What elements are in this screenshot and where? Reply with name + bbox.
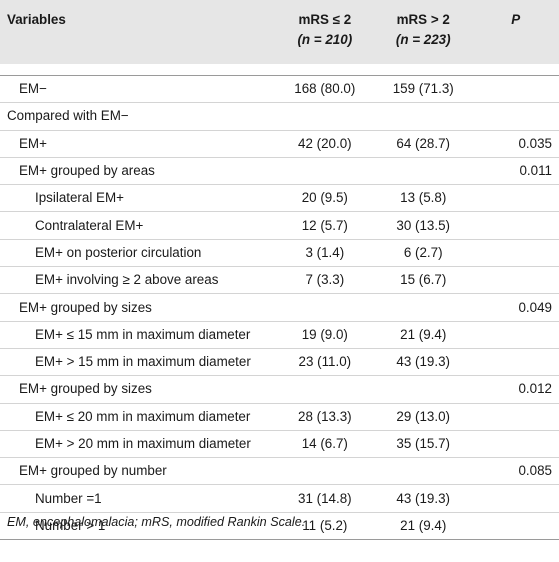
row-p-value: 0.035: [472, 130, 559, 158]
row-p-value: 0.012: [472, 375, 559, 404]
table-row: Number =1 31 (14.8) 43 (19.3): [0, 484, 559, 513]
row-p-value: [472, 211, 559, 240]
table-row: EM+ 42 (20.0) 64 (28.7) 0.035: [0, 130, 559, 158]
row-value-group-a: 168 (80.0): [275, 75, 375, 104]
row-value-group-a: 11 (5.2): [275, 512, 375, 541]
row-p-value: [472, 321, 559, 349]
row-p-value: [472, 75, 559, 104]
row-value-group-b: 13 (5.8): [374, 184, 473, 213]
row-p-value: 0.085: [472, 457, 559, 486]
row-value-group-b: 43 (19.3): [374, 484, 473, 513]
row-label: EM+ grouped by sizes: [0, 293, 276, 322]
header-group-b-label: mRS > 2: [396, 12, 450, 27]
row-label: EM+ ≤ 15 mm in maximum diameter: [0, 321, 276, 349]
table-row: Compared with EM−: [0, 102, 559, 131]
table-row: EM+ involving ≥ 2 above areas 7 (3.3) 15 (…: [0, 266, 559, 295]
row-p-value: [472, 102, 559, 131]
table-footnote: EM, encephalomalacia; mRS, modified Rank…: [7, 515, 306, 529]
row-value-group-a: 20 (9.5): [275, 184, 375, 213]
table-row: EM+ > 15 mm in maximum diameter 23 (11.0)…: [0, 348, 559, 377]
row-value-group-a: [275, 375, 375, 404]
row-value-group-b: 6 (2.7): [374, 239, 473, 268]
header-group-a: mRS ≤ 2 (n = 210): [275, 0, 375, 76]
table-row: Number > 1 11 (5.2) 21 (9.4): [0, 512, 559, 541]
row-label: Number > 1: [0, 512, 276, 541]
row-label: EM+: [0, 130, 276, 158]
header-group-b: mRS > 2 (n = 223): [374, 0, 473, 76]
row-label: EM+ on posterior circulation: [0, 239, 276, 268]
row-p-value: [472, 512, 559, 541]
row-p-value: 0.049: [472, 293, 559, 322]
row-value-group-a: 12 (5.7): [275, 211, 375, 240]
header-p-value: P: [472, 0, 559, 76]
row-value-group-b: 43 (19.3): [374, 348, 473, 377]
row-value-group-b: 64 (28.7): [374, 130, 473, 158]
row-label: Ipsilateral EM+: [0, 184, 276, 213]
row-value-group-a: [275, 293, 375, 322]
table-row: EM+ grouped by areas 0.011: [0, 157, 559, 186]
table-header-row: Variables mRS ≤ 2 (n = 210) mRS > 2 (n =…: [0, 0, 559, 76]
row-p-value: [472, 184, 559, 213]
table-row: EM+ > 20 mm in maximum diameter 14 (6.7) 3…: [0, 430, 559, 459]
row-p-value: [472, 484, 559, 513]
table-row: EM+ grouped by number 0.085: [0, 457, 559, 486]
table-row: EM+ ≤ 20 mm in maximum diameter 28 (13.3)…: [0, 403, 559, 431]
row-label: EM+ > 15 mm in maximum diameter: [0, 348, 276, 377]
row-value-group-b: 30 (13.5): [374, 211, 473, 240]
row-value-group-a: [275, 457, 375, 486]
results-table: Variables mRS ≤ 2 (n = 210) mRS > 2 (n =…: [0, 0, 559, 541]
row-label: EM+ ≤ 20 mm in maximum diameter: [0, 403, 276, 431]
row-value-group-a: 23 (11.0): [275, 348, 375, 377]
row-value-group-b: [374, 375, 473, 404]
row-value-group-a: 14 (6.7): [275, 430, 375, 459]
row-value-group-b: 21 (9.4): [374, 512, 473, 541]
row-label: EM+ > 20 mm in maximum diameter: [0, 430, 276, 459]
row-label: EM+ grouped by sizes: [0, 375, 276, 404]
row-p-value: [472, 239, 559, 268]
row-value-group-b: 159 (71.3): [374, 75, 473, 104]
header-variables: Variables: [0, 0, 276, 76]
row-value-group-a: 28 (13.3): [275, 403, 375, 431]
row-p-value: [472, 430, 559, 459]
row-label: Number =1: [0, 484, 276, 513]
table-row: EM+ grouped by sizes 0.049: [0, 293, 559, 322]
row-value-group-b: 35 (15.7): [374, 430, 473, 459]
row-value-group-a: [275, 102, 375, 131]
row-p-value: [472, 403, 559, 431]
row-value-group-b: 15 (6.7): [374, 266, 473, 295]
row-p-value: [472, 348, 559, 377]
row-value-group-a: 42 (20.0): [275, 130, 375, 158]
row-p-value: [472, 266, 559, 295]
row-value-group-b: [374, 157, 473, 186]
row-value-group-a: [275, 157, 375, 186]
table-row: Ipsilateral EM+ 20 (9.5) 13 (5.8): [0, 184, 559, 213]
table-row: EM+ ≤ 15 mm in maximum diameter 19 (9.0) 2…: [0, 321, 559, 349]
row-value-group-b: [374, 102, 473, 131]
row-value-group-a: 7 (3.3): [275, 266, 375, 295]
table-row: Contralateral EM+ 12 (5.7) 30 (13.5): [0, 211, 559, 240]
header-group-a-label: mRS ≤ 2: [298, 12, 352, 27]
row-label: EM+ grouped by areas: [0, 157, 276, 186]
table-row: EM− 168 (80.0) 159 (71.3): [0, 75, 559, 104]
row-value-group-b: 21 (9.4): [374, 321, 473, 349]
table-row: EM+ grouped by sizes 0.012: [0, 375, 559, 404]
header-group-a-n: (n = 210): [297, 32, 353, 47]
row-label: Compared with EM−: [0, 102, 276, 131]
row-label: EM+ grouped by number: [0, 457, 276, 486]
row-label: Contralateral EM+: [0, 211, 276, 240]
row-value-group-b: 29 (13.0): [374, 403, 473, 431]
row-label: EM+ involving ≥ 2 above areas: [0, 266, 276, 295]
row-label: EM−: [0, 75, 276, 104]
table-body: EM− 168 (80.0) 159 (71.3) Compared with EM−…: [0, 75, 559, 541]
row-value-group-a: 31 (14.8): [275, 484, 375, 513]
header-group-b-n: (n = 223): [395, 32, 451, 47]
table-row: EM+ on posterior circulation 3 (1.4) 6 (2.…: [0, 239, 559, 268]
row-value-group-a: 3 (1.4): [275, 239, 375, 268]
row-value-group-b: [374, 457, 473, 486]
row-value-group-b: [374, 293, 473, 322]
row-value-group-a: 19 (9.0): [275, 321, 375, 349]
row-p-value: 0.011: [472, 157, 559, 186]
